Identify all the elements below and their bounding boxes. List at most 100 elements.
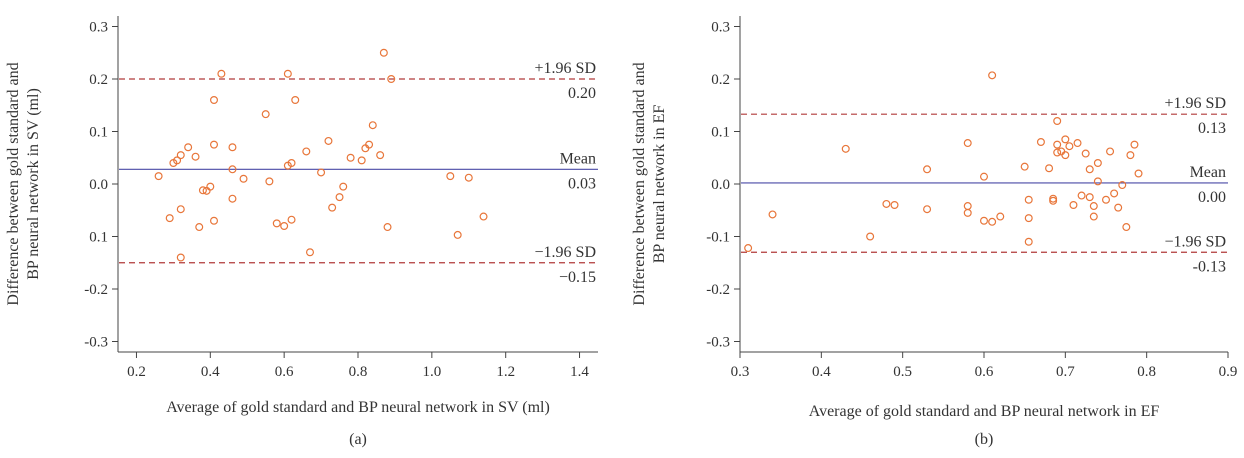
x-tick-label: 0.6 <box>975 364 994 380</box>
data-point <box>1036 138 1045 147</box>
data-point <box>890 201 899 210</box>
y-axis-label: BP neural network in SV (ml) <box>25 88 42 280</box>
data-point <box>210 140 219 149</box>
data-point <box>1065 142 1074 151</box>
data-point <box>1093 177 1102 186</box>
x-tick-label: 0.8 <box>349 364 368 380</box>
data-point <box>1085 193 1094 202</box>
data-point <box>1085 165 1094 174</box>
data-point <box>1106 147 1115 156</box>
data-point <box>376 151 385 160</box>
upper-limit-line-label: +1.96 SD <box>1165 95 1226 112</box>
data-point <box>1061 151 1070 160</box>
y-tick-label: -0.3 <box>84 335 108 351</box>
lower-limit-line-label: −1.96 SD <box>535 244 596 261</box>
x-tick-label: 0.5 <box>893 364 912 380</box>
data-point <box>1114 203 1123 212</box>
y-tick-label: 0.2 <box>711 72 730 88</box>
x-tick-label: 1.0 <box>422 364 441 380</box>
data-point <box>1024 195 1033 204</box>
data-point <box>239 174 248 183</box>
data-point <box>191 152 200 161</box>
data-point <box>206 182 215 191</box>
upper-limit-line-value: 0.20 <box>568 85 596 102</box>
data-point <box>479 212 488 221</box>
data-point <box>176 205 185 214</box>
x-tick-label: 0.3 <box>731 364 750 380</box>
data-point <box>176 253 185 262</box>
x-tick-label: 0.4 <box>812 364 831 380</box>
data-point <box>287 215 296 224</box>
data-point <box>1061 135 1070 144</box>
data-point <box>1057 147 1066 156</box>
y-tick-label: -0.1 <box>706 230 730 246</box>
x-axis-label: Average of gold standard and BP neural n… <box>166 399 550 416</box>
x-tick-label: 0.6 <box>275 364 294 380</box>
y-tick-label: -0.2 <box>84 282 108 298</box>
data-point <box>1020 162 1029 171</box>
data-point <box>283 69 292 78</box>
data-point <box>464 173 473 182</box>
data-point <box>1101 195 1110 204</box>
x-tick-label: 1.2 <box>496 364 515 380</box>
data-point <box>1069 201 1078 210</box>
data-point <box>195 223 204 232</box>
data-point <box>154 172 163 181</box>
y-tick-label: 0.1 <box>711 125 730 141</box>
y-tick-label: 0.1 <box>89 125 108 141</box>
y-tick-label: 0.3 <box>89 20 108 36</box>
data-point <box>291 95 300 104</box>
data-point <box>383 223 392 232</box>
data-point <box>302 147 311 156</box>
y-axis-label: Difference between gold standard and <box>5 62 22 305</box>
data-point <box>335 193 344 202</box>
data-point <box>1053 148 1062 157</box>
data-point <box>882 199 891 208</box>
y-tick-label: 0.1 <box>89 230 108 246</box>
y-axis-label: Difference between gold standard and <box>631 62 648 305</box>
data-point <box>210 95 219 104</box>
data-point <box>280 222 289 231</box>
x-tick-label: 0.4 <box>201 364 220 380</box>
data-point <box>963 208 972 217</box>
x-tick-label: 0.8 <box>1137 364 1156 380</box>
data-point <box>1024 237 1033 246</box>
data-point <box>446 172 455 181</box>
x-axis-label: Average of gold standard and BP neural n… <box>809 403 1160 420</box>
y-tick-label: 0.0 <box>711 177 730 193</box>
panel-label: (a) <box>349 431 367 448</box>
data-point <box>1093 159 1102 168</box>
data-point <box>339 182 348 191</box>
mean-line-value: 0.00 <box>1198 189 1226 206</box>
data-point <box>923 205 932 214</box>
data-point <box>1077 191 1086 200</box>
y-tick-label: -0.3 <box>706 335 730 351</box>
data-point <box>1073 139 1082 148</box>
data-point <box>1053 140 1062 149</box>
y-axis-label: BP neural network in EF <box>651 105 668 264</box>
data-point <box>324 136 333 145</box>
data-point <box>272 219 281 228</box>
data-point <box>365 140 374 149</box>
data-point <box>988 71 997 80</box>
data-point <box>979 216 988 225</box>
y-tick-label: 0.2 <box>89 72 108 88</box>
panel-b: 0.30.20.10.0-0.1-0.2-0.30.3 0.4 0.5 0.6 0.7 0… <box>631 16 1237 448</box>
data-point <box>228 165 237 174</box>
data-point <box>1118 181 1127 190</box>
data-point <box>963 139 972 148</box>
data-point <box>988 217 997 226</box>
data-point <box>1089 212 1098 221</box>
data-point <box>261 110 270 119</box>
data-point <box>768 210 777 219</box>
data-point <box>1130 140 1139 149</box>
data-point <box>357 156 366 165</box>
lower-limit-line-value: -0.13 <box>1193 258 1226 275</box>
data-point <box>1024 214 1033 223</box>
data-point <box>1122 223 1131 232</box>
data-point <box>1049 196 1058 205</box>
data-point <box>1081 149 1090 158</box>
x-tick-label: 0.7 <box>1056 364 1075 380</box>
data-point <box>866 232 875 241</box>
